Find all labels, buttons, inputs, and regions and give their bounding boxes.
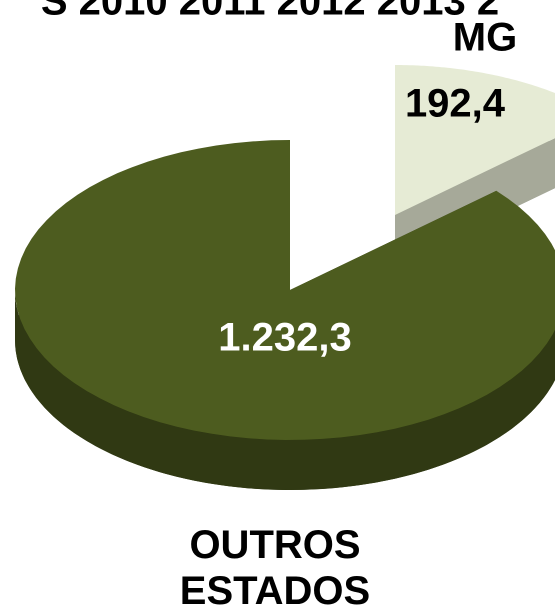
pie-slice (395, 65, 555, 215)
value-label: 1.232,3 (218, 316, 351, 360)
pie-slice (15, 140, 555, 440)
category-label: MG (453, 16, 517, 60)
category-label: OUTROS ESTADOS (179, 523, 371, 613)
value-label: 192,4 (405, 82, 506, 126)
chart-title: S 2010 2011 2012 2013 2 (41, 0, 499, 24)
pie-slice-side (15, 290, 555, 490)
